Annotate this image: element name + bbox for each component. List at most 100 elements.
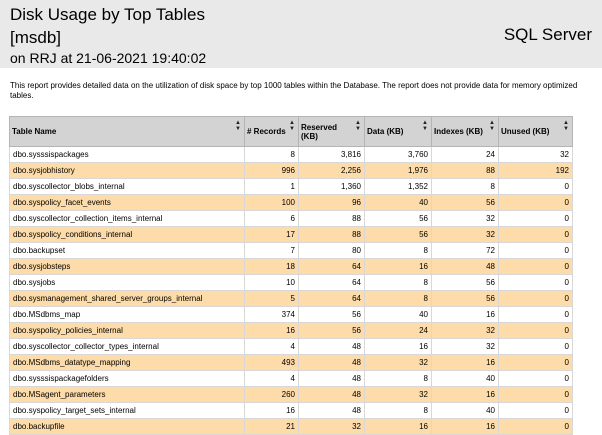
cell-value: 16 (364, 418, 432, 435)
disk-usage-table: Table Name ▲ ▼ # Records ▲ ▼ Reserved (KB) ▲ ▼… (9, 116, 573, 435)
cell-table-name: dbo.sysjobsteps (9, 258, 245, 275)
sort-icon[interactable]: ▲ ▼ (289, 120, 295, 132)
cell-value: 4 (244, 338, 299, 355)
column-header-table-name[interactable]: Table Name ▲ ▼ (9, 116, 245, 147)
column-header-reserved[interactable]: Reserved (KB) ▲ ▼ (298, 116, 365, 147)
cell-table-name: dbo.backupset (9, 242, 245, 259)
cell-value: 88 (298, 210, 365, 227)
cell-value: 32 (364, 354, 432, 371)
column-header-records[interactable]: # Records ▲ ▼ (244, 116, 299, 147)
cell-value: 48 (431, 258, 499, 275)
cell-value: 32 (498, 146, 573, 163)
cell-table-name: dbo.backupfile (9, 418, 245, 435)
cell-value: 8 (364, 370, 432, 387)
report-header: Disk Usage by Top Tables [msdb] on RRJ a… (0, 0, 602, 68)
cell-value: 0 (498, 306, 573, 323)
report-description: This report provides detailed data on th… (10, 81, 578, 100)
database-name: [msdb] (10, 28, 62, 47)
table-row: dbo.syspolicy_facet_events 100 96 40 56 0 (9, 194, 573, 211)
cell-value: 2,256 (298, 162, 365, 179)
cell-value: 88 (298, 226, 365, 243)
cell-value: 8 (364, 290, 432, 307)
cell-value: 4 (244, 370, 299, 387)
cell-value: 56 (298, 322, 365, 339)
report-title: Disk Usage by Top Tables (10, 5, 205, 24)
cell-table-name: dbo.sysjobhistory (9, 162, 245, 179)
cell-value: 56 (431, 194, 499, 211)
cell-value: 24 (364, 322, 432, 339)
cell-value: 8 (364, 402, 432, 419)
cell-table-name: dbo.sysjobs (9, 274, 245, 291)
cell-value: 0 (498, 322, 573, 339)
cell-value: 64 (298, 258, 365, 275)
cell-value: 24 (431, 146, 499, 163)
cell-value: 8 (431, 178, 499, 195)
column-header-data[interactable]: Data (KB) ▲ ▼ (364, 116, 432, 147)
cell-value: 48 (298, 338, 365, 355)
cell-table-name: dbo.syspolicy_conditions_internal (9, 226, 245, 243)
cell-value: 0 (498, 402, 573, 419)
cell-value: 21 (244, 418, 299, 435)
cell-value: 56 (431, 274, 499, 291)
cell-value: 32 (298, 418, 365, 435)
cell-value: 16 (244, 402, 299, 419)
sort-icon[interactable]: ▲ ▼ (489, 120, 495, 132)
table-header-row: Table Name ▲ ▼ # Records ▲ ▼ Reserved (KB) ▲ ▼… (9, 116, 573, 147)
table-row: dbo.syspolicy_policies_internal 16 56 24 32 0 (9, 322, 573, 339)
cell-value: 8 (244, 146, 299, 163)
cell-value: 0 (498, 338, 573, 355)
cell-value: 0 (498, 290, 573, 307)
cell-value: 0 (498, 274, 573, 291)
cell-value: 16 (431, 306, 499, 323)
cell-value: 48 (298, 354, 365, 371)
cell-value: 16 (364, 258, 432, 275)
cell-value: 192 (498, 162, 573, 179)
table-row: dbo.sysssispackages 8 3,816 3,760 24 32 (9, 146, 573, 163)
cell-value: 3,816 (298, 146, 365, 163)
table-row: dbo.syspolicy_target_sets_internal 16 48 8 4… (9, 402, 573, 419)
table-row: dbo.syspolicy_conditions_internal 17 88 56 3… (9, 226, 573, 243)
cell-value: 32 (364, 386, 432, 403)
sort-icon[interactable]: ▲ ▼ (355, 120, 361, 132)
cell-table-name: dbo.MSagent_parameters (9, 386, 245, 403)
cell-value: 6 (244, 210, 299, 227)
cell-value: 374 (244, 306, 299, 323)
cell-table-name: dbo.syspolicy_facet_events (9, 194, 245, 211)
table-row: dbo.MSagent_parameters 260 48 32 16 0 (9, 386, 573, 403)
cell-value: 64 (298, 290, 365, 307)
cell-value: 0 (498, 242, 573, 259)
table-row: dbo.sysjobsteps 18 64 16 48 0 (9, 258, 573, 275)
cell-value: 17 (244, 226, 299, 243)
cell-value: 16 (364, 338, 432, 355)
cell-value: 0 (498, 258, 573, 275)
cell-value: 48 (298, 402, 365, 419)
column-header-label: Data (KB) (367, 127, 404, 136)
cell-value: 32 (431, 226, 499, 243)
table-row: dbo.backupfile 21 32 16 16 0 (9, 418, 573, 435)
column-header-label: Indexes (KB) (434, 127, 483, 136)
cell-table-name: dbo.syscollector_collector_types_interna… (9, 338, 245, 355)
column-header-label: # Records (247, 127, 286, 136)
column-header-indexes[interactable]: Indexes (KB) ▲ ▼ (431, 116, 499, 147)
table-row: dbo.MSdbms_map 374 56 40 16 0 (9, 306, 573, 323)
cell-value: 56 (364, 226, 432, 243)
cell-value: 40 (431, 370, 499, 387)
sort-icon[interactable]: ▲ ▼ (563, 120, 569, 132)
sort-icon[interactable]: ▲ ▼ (235, 120, 241, 132)
cell-value: 56 (431, 290, 499, 307)
cell-value: 0 (498, 370, 573, 387)
cell-value: 0 (498, 178, 573, 195)
cell-table-name: dbo.syscollector_blobs_internal (9, 178, 245, 195)
cell-value: 7 (244, 242, 299, 259)
cell-value: 88 (431, 162, 499, 179)
cell-value: 5 (244, 290, 299, 307)
cell-value: 56 (298, 306, 365, 323)
column-header-unused[interactable]: Unused (KB) ▲ ▼ (498, 116, 573, 147)
cell-value: 1,976 (364, 162, 432, 179)
cell-table-name: dbo.sysssispackages (9, 146, 245, 163)
cell-value: 100 (244, 194, 299, 211)
sort-icon[interactable]: ▲ ▼ (422, 120, 428, 132)
table-row: dbo.sysmanagement_shared_server_groups_i… (9, 290, 573, 307)
cell-value: 16 (244, 322, 299, 339)
cell-value: 1,360 (298, 178, 365, 195)
